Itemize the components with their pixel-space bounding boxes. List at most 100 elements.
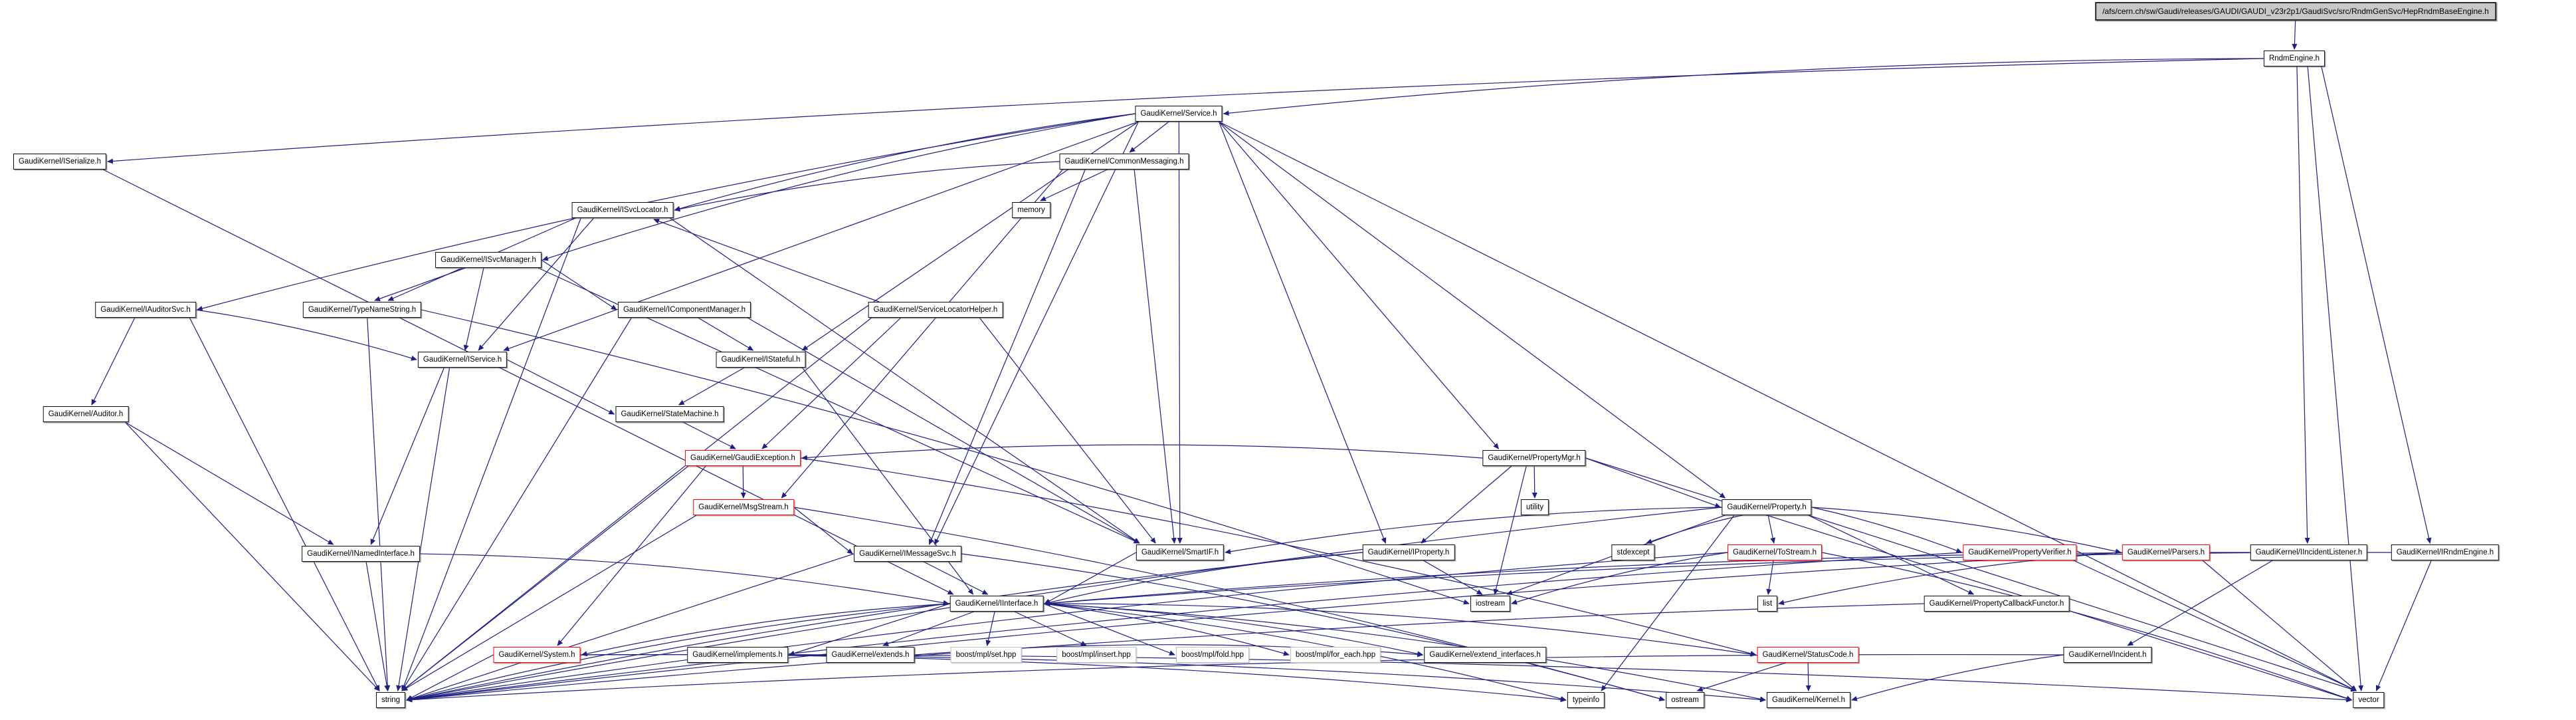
graph-node-irndmengine[interactable]: GaudiKernel/IRndmEngine.h xyxy=(2391,544,2500,560)
graph-node-iservice[interactable]: GaudiKernel/IService.h xyxy=(417,352,508,368)
edge-parsers-to-vector xyxy=(2202,560,2357,691)
edge-iinterface-to-implements xyxy=(788,603,950,656)
graph-node-service[interactable]: GaudiKernel/Service.h xyxy=(1135,106,1223,122)
edge-propertymgr-to-iproperty xyxy=(1421,465,1512,544)
edge-gaudiexception-to-string xyxy=(401,465,689,691)
graph-node-iauditorsvc[interactable]: GaudiKernel/IAuditorSvc.h xyxy=(95,302,196,318)
edge-incident-to-kernel xyxy=(1851,654,2064,701)
graph-node-propertyverifier[interactable]: GaudiKernel/PropertyVerifier.h xyxy=(1963,544,2077,560)
edge-typenamestring-to-iostream xyxy=(421,309,1470,605)
graph-node-isvcmanager[interactable]: GaudiKernel/ISvcManager.h xyxy=(435,252,542,268)
graph-node-utility: utility xyxy=(1520,499,1549,515)
graph-node-extendinterfaces[interactable]: GaudiKernel/extend_interfaces.h xyxy=(1424,647,1546,663)
edge-iinterface-to-string xyxy=(406,603,950,701)
graph-node-string: string xyxy=(375,692,406,708)
graph-node-system[interactable]: GaudiKernel/System.h xyxy=(493,647,581,663)
graph-node-isvclocator[interactable]: GaudiKernel/ISvcLocator.h xyxy=(571,202,674,218)
edge-iauditorsvc-to-auditor xyxy=(91,317,136,406)
edge-isvcmanager-to-icomponentmanager xyxy=(541,259,617,310)
edge-iinterface-to-boostfold xyxy=(1043,603,1175,656)
edge-iinterface-to-boostinsert xyxy=(1014,611,1087,646)
edge-commonmessaging-to-memory xyxy=(1040,169,1108,201)
edge-commonmessaging-to-imessagesvc xyxy=(928,169,1086,545)
graph-node-property[interactable]: GaudiKernel/Property.h xyxy=(1722,499,1812,515)
edge-property-to-smartif xyxy=(1225,507,1722,554)
graph-node-imessagesvc[interactable]: GaudiKernel/IMessageSvc.h xyxy=(854,546,961,562)
edge-rndmengine-to-vector xyxy=(2307,66,2364,691)
graph-node-statuscode[interactable]: GaudiKernel/StatusCode.h xyxy=(1757,647,1859,663)
graph-node-kernel[interactable]: GaudiKernel/Kernel.h xyxy=(1767,692,1850,708)
edge-smartif-to-iinterface xyxy=(1044,552,1137,604)
graph-node-typenamestring[interactable]: GaudiKernel/TypeNameString.h xyxy=(302,302,422,318)
edge-service-to-iproperty xyxy=(1218,121,1387,544)
graph-node-rndmengine[interactable]: RndmEngine.h xyxy=(2263,51,2326,66)
graph-node-smartif[interactable]: GaudiKernel/SmartIF.h xyxy=(1136,544,1225,560)
graph-node-icomponentmanager[interactable]: GaudiKernel/IComponentManager.h xyxy=(617,302,751,318)
edge-servicelocatorhelper-to-isvclocator xyxy=(653,218,880,302)
edge-propertymgr-to-property xyxy=(1585,457,1722,509)
edge-irndmengine-to-vector xyxy=(2375,560,2432,691)
edge-property-to-propertycallbackfunctor xyxy=(1808,515,1975,595)
edge-msgstream-to-string xyxy=(401,515,697,691)
graph-node-tostream[interactable]: GaudiKernel/ToStream.h xyxy=(1728,544,1822,560)
edge-propertycallbackfunctor-to-string xyxy=(406,603,1924,703)
edge-statemachine-to-gaudiexception xyxy=(682,421,736,449)
graph-node-iproperty[interactable]: GaudiKernel/IProperty.h xyxy=(1362,544,1455,560)
edge-inamedinterface-to-iinterface xyxy=(419,553,949,606)
graph-node-parsers[interactable]: GaudiKernel/Parsers.h xyxy=(2122,544,2211,560)
graph-node-iinterface[interactable]: GaudiKernel/IInterface.h xyxy=(949,596,1044,612)
edge-property-to-string xyxy=(406,507,1722,702)
graph-node-msgstream[interactable]: GaudiKernel/MsgStream.h xyxy=(693,499,794,515)
edge-imessagesvc-to-iinterface xyxy=(923,561,989,595)
graph-node-root: /afs/cern.ch/sw/Gaudi/releases/GAUDI/GAU… xyxy=(2095,2,2496,21)
graph-node-statemachine[interactable]: GaudiKernel/StateMachine.h xyxy=(615,406,724,422)
edge-imessagesvc-to-string xyxy=(406,553,854,701)
graph-node-istateful[interactable]: GaudiKernel/IStateful.h xyxy=(716,352,806,368)
graph-node-gaudiexception[interactable]: GaudiKernel/GaudiException.h xyxy=(685,450,801,466)
edge-rndmengine-to-iincidentlistener xyxy=(2296,66,2310,544)
edge-iinterface-to-extendinterfaces xyxy=(1043,603,1424,657)
edge-tostream-to-iostream xyxy=(1511,552,1728,605)
graph-node-list: list xyxy=(1757,596,1778,612)
graph-node-propertycallbackfunctor[interactable]: GaudiKernel/PropertyCallbackFunctor.h xyxy=(1924,596,2070,612)
graph-node-servicelocatorhelper[interactable]: GaudiKernel/ServiceLocatorHelper.h xyxy=(868,302,1003,318)
graph-node-commonmessaging[interactable]: GaudiKernel/CommonMessaging.h xyxy=(1059,154,1189,170)
graph-node-incident[interactable]: GaudiKernel/Incident.h xyxy=(2063,647,2152,663)
graph-node-auditor[interactable]: GaudiKernel/Auditor.h xyxy=(43,406,129,422)
edge-propertymgr-to-vector xyxy=(1585,457,2353,701)
edge-commonmessaging-to-isvclocator xyxy=(674,161,1060,212)
graph-node-iserialize[interactable]: GaudiKernel/ISerialize.h xyxy=(13,154,107,170)
graph-node-propertymgr[interactable]: GaudiKernel/PropertyMgr.h xyxy=(1482,450,1586,466)
edge-service-to-property xyxy=(1219,121,1726,499)
edge-property-to-parsers xyxy=(1811,507,2122,554)
edge-commonmessaging-to-smartif xyxy=(1134,169,1177,544)
edge-service-to-vector xyxy=(1219,121,2357,691)
edge-isvclocator-to-iservice xyxy=(478,217,595,351)
edge-istateful-to-iinterface xyxy=(801,367,974,595)
edge-iinterface-to-system xyxy=(581,603,950,657)
edge-propertymgr-to-iostream xyxy=(1493,465,1527,595)
edge-statuscode-to-kernel xyxy=(1805,662,1811,691)
edge-service-to-propertymgr xyxy=(1219,121,1500,449)
edge-service-to-iservice xyxy=(503,121,1139,352)
graph-node-implements[interactable]: GaudiKernel/implements.h xyxy=(687,647,788,663)
edge-typenamestring-to-string xyxy=(367,317,391,691)
graph-node-extends[interactable]: GaudiKernel/extends.h xyxy=(826,647,915,663)
edge-service-to-isvcmanager xyxy=(542,113,1136,261)
edge-servicelocatorhelper-to-gaudiexception xyxy=(761,317,902,449)
graph-node-boostfold: boost/mpl/fold.hpp xyxy=(1176,647,1249,663)
edge-iinterface-to-statuscode xyxy=(1043,603,1757,657)
edge-service-to-commonmessaging xyxy=(1129,121,1169,153)
edge-iservice-to-statemachine xyxy=(506,359,615,415)
graph-node-iostream: iostream xyxy=(1470,596,1511,612)
edge-servicelocatorhelper-to-string xyxy=(401,317,872,691)
edge-auditor-to-inamedinterface xyxy=(124,421,334,545)
graph-node-inamedinterface[interactable]: GaudiKernel/INamedInterface.h xyxy=(302,546,420,562)
edge-propertyverifier-to-string xyxy=(406,552,1963,702)
graph-node-memory: memory xyxy=(1012,202,1050,218)
edge-property-to-tostream xyxy=(1767,515,1776,544)
graph-node-iincidentlistener[interactable]: GaudiKernel/IIncidentListener.h xyxy=(2250,544,2368,560)
graph-node-boostforeach: boost/mpl/for_each.hpp xyxy=(1290,647,1381,663)
edge-tostream-to-list xyxy=(1766,560,1774,595)
